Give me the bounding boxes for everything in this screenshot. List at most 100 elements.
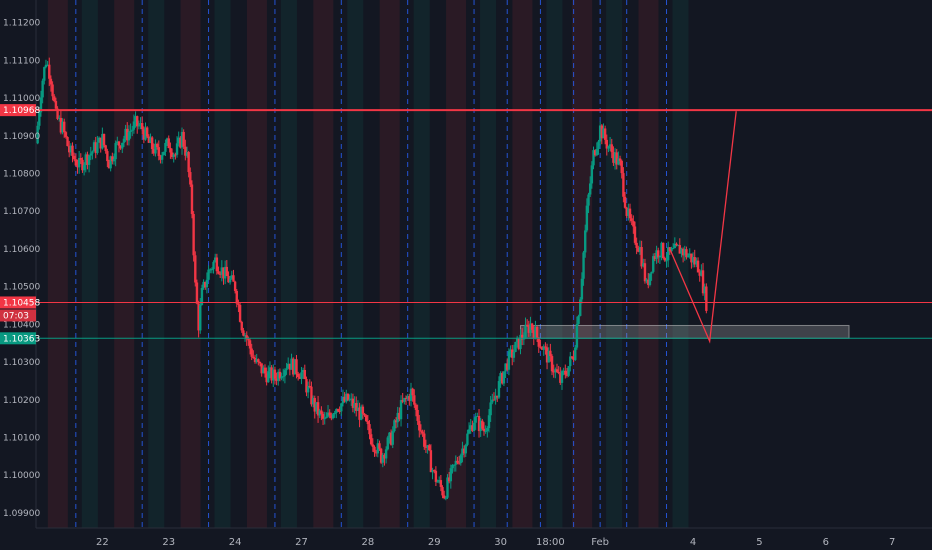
candle-body (240, 321, 243, 331)
candle-body (399, 400, 403, 420)
candle-body (564, 370, 567, 375)
candle-body (39, 97, 43, 113)
candle-body (394, 420, 398, 423)
candle-body (361, 406, 365, 414)
price-tick-label: 1.10300 (3, 358, 40, 368)
candle-body (112, 159, 116, 162)
candle-body (512, 351, 516, 358)
candle-body (184, 146, 187, 156)
price-tick-label: 1.10700 (3, 207, 40, 217)
candle-body (467, 429, 471, 434)
candle-body (215, 257, 219, 272)
candle-body (348, 399, 351, 401)
candle-body (496, 395, 499, 398)
candle-body (625, 207, 628, 216)
price-tick-label: 1.10500 (3, 283, 40, 293)
candle-body (560, 371, 564, 383)
projection-line (669, 111, 737, 344)
candle-body (280, 376, 283, 379)
candle-body (487, 415, 491, 429)
candle-body (439, 480, 443, 488)
candle-body (195, 282, 199, 304)
candle-body (464, 444, 467, 454)
candle-body (701, 270, 705, 294)
candle-body (323, 418, 326, 420)
candle-body (585, 205, 589, 231)
candle-body (497, 381, 501, 398)
candle-body (257, 359, 260, 362)
candle-body (660, 242, 663, 256)
candle-body (411, 388, 414, 396)
price-tick-label: 1.09900 (3, 509, 40, 519)
session-band (638, 0, 659, 528)
candle-body (58, 117, 61, 119)
candle-body (174, 154, 177, 156)
candle-body (628, 208, 632, 219)
candle-body (346, 393, 350, 401)
candle-body (582, 252, 585, 279)
candle-body (61, 121, 64, 133)
candle-body (283, 370, 287, 377)
candle-body (155, 143, 159, 148)
candles (36, 57, 708, 501)
candle-body (301, 369, 305, 373)
candle-body (245, 335, 248, 340)
session-band (180, 0, 201, 528)
candle-body (41, 80, 44, 98)
candle-body (534, 326, 537, 339)
candle-body (423, 433, 426, 447)
candle-body (260, 363, 263, 374)
candle-body (179, 137, 182, 148)
candle-body (574, 347, 577, 360)
candle-body (680, 248, 683, 254)
candle-body (433, 470, 436, 472)
candle-body (632, 220, 635, 227)
candle-body (552, 371, 555, 373)
time-tick-label: 22 (96, 537, 109, 548)
price-axis-background (0, 0, 36, 528)
candle-body (293, 359, 297, 375)
candle-body (404, 397, 408, 399)
candle-body (328, 412, 331, 416)
candle-body (126, 128, 129, 141)
candle-body (565, 374, 569, 376)
candle-body (318, 410, 321, 416)
price-badges: 1.10968 1.10458 1.10363 07:03 (0, 104, 40, 345)
candle-body (572, 356, 575, 360)
candle-body (137, 125, 141, 127)
candle-body (101, 133, 104, 149)
candle-body (242, 330, 245, 336)
candle-body (471, 425, 474, 432)
candle-body (142, 129, 146, 140)
candle-body (376, 443, 380, 454)
candle-body (643, 263, 647, 282)
candle-body (351, 398, 355, 408)
candle-body (86, 154, 89, 165)
candle-body (652, 256, 655, 272)
candle-body (653, 256, 657, 259)
candle-body (262, 367, 265, 374)
candle-body (273, 369, 277, 379)
candle-body (46, 64, 49, 66)
session-band (512, 0, 533, 528)
candle-body (426, 445, 429, 448)
price-axis[interactable]: 1.11200 1.11100 1.11000 1.10900 1.10800 1.107… (0, 0, 40, 528)
candle-body (117, 141, 121, 146)
candle-body (577, 315, 580, 324)
candle-body (695, 260, 698, 265)
candle-body (355, 403, 358, 411)
time-tick-label: 6 (823, 537, 829, 548)
candle-body (442, 495, 446, 499)
candle-body (378, 443, 381, 449)
candle-body (673, 243, 677, 249)
candle-body (545, 347, 549, 363)
price-tick-label: 1.11000 (3, 94, 40, 104)
candle-body (429, 450, 433, 473)
time-axis[interactable]: 22 23 24 27 28 29 30 18:00 Feb 4 5 6 7 (36, 527, 932, 548)
candle-body (449, 468, 453, 482)
price-tick-label: 1.10100 (3, 433, 40, 443)
candle-body (308, 385, 311, 387)
candle-body (200, 287, 204, 305)
price-tick-label: 1.11100 (3, 56, 40, 66)
